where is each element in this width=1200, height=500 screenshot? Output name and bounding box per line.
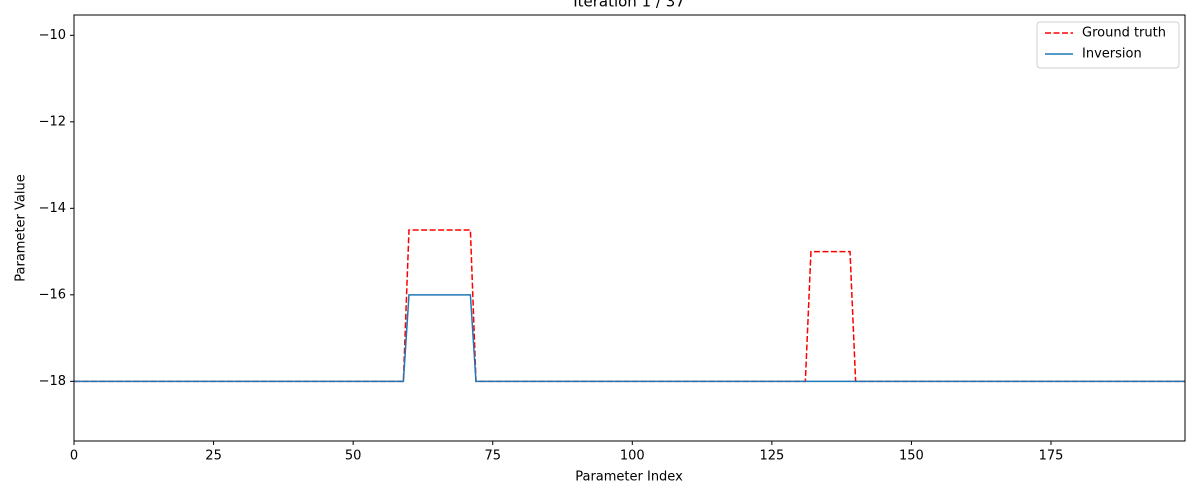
x-tick-label: 50 bbox=[345, 449, 362, 464]
y-tick-label: −12 bbox=[39, 114, 66, 129]
data-line bbox=[74, 294, 1185, 383]
plot-frame bbox=[73, 14, 1186, 442]
x-tick-label: 75 bbox=[484, 449, 501, 464]
chart-title: Iteration 1 / 37 bbox=[573, 0, 685, 11]
data-line bbox=[74, 229, 1185, 383]
x-tick-label: 175 bbox=[1039, 449, 1064, 464]
legend-label: Ground truth bbox=[1082, 26, 1166, 41]
y-tick-label: −14 bbox=[39, 201, 66, 216]
x-tick-label: 125 bbox=[759, 449, 784, 464]
x-axis-label: Parameter Index bbox=[575, 470, 683, 485]
y-axis-label: Parameter Value bbox=[14, 174, 29, 281]
y-tick-label: −10 bbox=[39, 28, 66, 43]
legend-label: Inversion bbox=[1082, 47, 1142, 62]
x-tick-label: 150 bbox=[899, 449, 924, 464]
x-tick-label: 25 bbox=[205, 449, 222, 464]
y-tick-label: −18 bbox=[39, 374, 66, 389]
y-tick-label: −16 bbox=[39, 287, 66, 302]
x-tick-label: 100 bbox=[620, 449, 645, 464]
x-tick-label: 0 bbox=[70, 449, 78, 464]
